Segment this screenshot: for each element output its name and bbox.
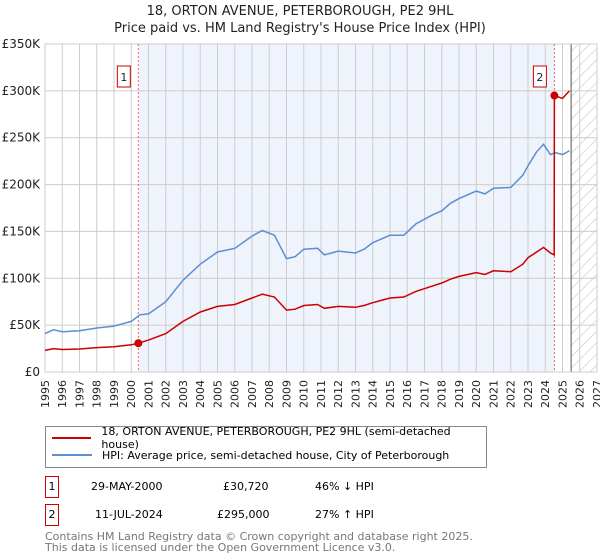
sale-row-1: 1 29-MAY-2000 £30,720 46% ↓ HPI xyxy=(45,476,545,498)
y-tick-label: £50K xyxy=(9,318,41,332)
x-tick-label: 2025 xyxy=(556,380,569,408)
x-tick-label: 2004 xyxy=(194,380,207,408)
sale-point xyxy=(134,339,143,348)
legend: 18, ORTON AVENUE, PETERBOROUGH, PE2 9HL … xyxy=(45,425,487,468)
legend-item-property: 18, ORTON AVENUE, PETERBOROUGH, PE2 9HL … xyxy=(52,425,486,451)
x-tick-label: 2012 xyxy=(332,380,345,408)
x-tick-label: 2007 xyxy=(246,380,259,408)
x-tick-label: 2010 xyxy=(298,380,311,408)
x-tick-label: 2001 xyxy=(142,380,155,408)
x-tick-label: 2000 xyxy=(125,380,138,408)
x-tick-label: 2002 xyxy=(160,380,173,408)
sale-label-box xyxy=(116,65,131,88)
y-tick-label: £0 xyxy=(25,365,40,379)
x-tick-label: 2003 xyxy=(177,380,190,408)
x-tick-label: 2022 xyxy=(505,380,518,408)
x-tick-label: 2023 xyxy=(522,380,535,408)
price-paid-line xyxy=(44,90,570,352)
footer-line: This data is licensed under the Open Gov… xyxy=(45,541,396,554)
x-tick-label: 2021 xyxy=(487,380,500,408)
y-tick-label: £200K xyxy=(2,178,42,192)
x-tick-label: 1997 xyxy=(73,380,86,408)
y-tick-label: £350K xyxy=(2,37,42,51)
sale-price: £295,000 xyxy=(217,508,270,521)
forecast-hatch xyxy=(571,44,597,372)
x-tick-label: 2006 xyxy=(229,380,242,408)
x-tick-label: 2005 xyxy=(211,380,224,408)
x-tick-label: 2015 xyxy=(384,380,397,408)
legend-item-hpi: HPI: Average price, semi-detached house,… xyxy=(52,447,449,463)
legend-label: HPI: Average price, semi-detached house,… xyxy=(102,448,450,462)
x-tick-label: 2014 xyxy=(367,380,380,408)
sale-label: 2 xyxy=(536,71,543,84)
chart-subtitle: Price paid vs. HM Land Registry's House … xyxy=(114,21,486,36)
plot-border xyxy=(44,43,598,373)
x-tick-label: 2018 xyxy=(436,380,449,408)
sale-date: 11-JUL-2024 xyxy=(95,508,163,521)
sale-price: £30,720 xyxy=(223,480,269,493)
sale-label-box xyxy=(532,65,547,88)
x-tick-label: 1995 xyxy=(39,380,52,408)
x-tick-label: 2013 xyxy=(349,380,362,408)
legend-swatch-red xyxy=(52,437,92,439)
y-tick-label: £100K xyxy=(2,271,42,285)
chart-title: 18, ORTON AVENUE, PETERBOROUGH, PE2 9HL xyxy=(146,4,454,19)
y-tick-label: £150K xyxy=(2,224,42,238)
x-tick-label: 2009 xyxy=(280,380,293,408)
footer: Contains HM Land Registry data © Crown c… xyxy=(45,531,473,553)
sale-point xyxy=(550,91,559,100)
x-tick-label: 2019 xyxy=(453,380,466,408)
ownership-shade xyxy=(138,44,555,372)
sale-label: 1 xyxy=(120,71,127,84)
y-tick-label: £250K xyxy=(2,131,42,145)
x-tick-label: 2008 xyxy=(263,380,276,408)
x-tick-label: 2024 xyxy=(539,380,552,408)
sale-hpi: 46% ↓ HPI xyxy=(315,480,374,493)
x-tick-label: 1998 xyxy=(91,380,104,408)
x-tick-label: 1999 xyxy=(108,380,121,408)
x-tick-label: 2027 xyxy=(591,380,600,408)
y-tick-label: £300K xyxy=(2,84,42,98)
legend-label: 18, ORTON AVENUE, PETERBOROUGH, PE2 9HL … xyxy=(101,425,451,451)
x-tick-label: 2017 xyxy=(418,380,431,408)
sale-marker: 1 xyxy=(45,476,59,498)
sale-row-2: 2 11-JUL-2024 £295,000 27% ↑ HPI xyxy=(45,504,545,526)
sale-date: 29-MAY-2000 xyxy=(91,480,163,493)
hpi-line xyxy=(44,143,570,335)
x-tick-label: 1996 xyxy=(56,380,69,408)
sale-hpi: 27% ↑ HPI xyxy=(315,508,374,521)
sale-marker: 2 xyxy=(45,504,59,526)
plot-area: 1995 1996 1997 1998 1999 2000 2001 2002 2003 2004… xyxy=(2,37,600,408)
x-tick-label: 2020 xyxy=(470,380,483,408)
x-tick-label: 2011 xyxy=(315,380,328,408)
x-tick-label: 2026 xyxy=(574,380,587,408)
footer-line: Contains HM Land Registry data © Crown c… xyxy=(45,530,473,543)
x-tick-label: 2016 xyxy=(401,380,414,408)
legend-swatch-blue xyxy=(52,454,92,456)
